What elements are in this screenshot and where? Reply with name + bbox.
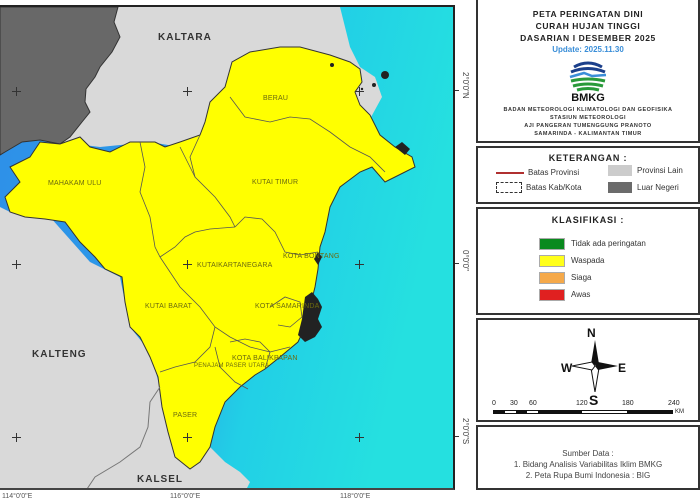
- lat-label-0: 0°0'0": [461, 250, 470, 271]
- label-kaltara: KALTARA: [158, 32, 212, 43]
- graticule-cross: [12, 87, 21, 96]
- lat-tick: [455, 90, 459, 91]
- scale-bar: 0 30 60 120 180 240 KM: [492, 400, 684, 418]
- graticule-cross: [12, 433, 21, 442]
- bmkg-wordmark: BMKG: [571, 92, 605, 104]
- district-boundary-icon: [496, 182, 522, 193]
- class-awas: Awas: [539, 286, 698, 303]
- label-kutai-timur: KUTAI TIMUR: [252, 179, 299, 186]
- compass-star-icon: [572, 340, 618, 392]
- lat-tick: [455, 263, 459, 264]
- map-canvas: [0, 7, 453, 488]
- label-mahakam-ulu: MAHAKAM ULU: [48, 180, 102, 187]
- graticule-cross: [355, 433, 364, 442]
- scale-unit: KM: [675, 409, 684, 415]
- class-waspada: Waspada: [539, 252, 698, 269]
- label-kota-samarinda: KOTA SAMARINDA: [255, 303, 320, 310]
- label-berau: BERAU: [263, 95, 289, 102]
- graticule-cross: [355, 87, 364, 96]
- graticule-cross: [183, 87, 192, 96]
- provinsi-lain-swatch: [608, 165, 632, 176]
- compass-rose: N W E S: [558, 326, 628, 408]
- compass-n-label: N: [587, 326, 596, 340]
- scale-label-0: 0: [492, 400, 496, 407]
- lat-label-2s: 2°0'0"S: [461, 418, 470, 445]
- label-kutaikartanegara: KUTAIKARTANEGARA: [197, 262, 273, 269]
- label-kalsel: KALSEL: [137, 474, 183, 485]
- legend-luar-negeri: Luar Negeri: [608, 182, 679, 193]
- graticule-cross: [355, 260, 364, 269]
- lat-label-2n: 2°0'0"N: [461, 72, 470, 99]
- keterangan-heading: KETERANGAN :: [548, 153, 628, 163]
- swatch-yellow: [539, 254, 565, 267]
- klasifikasi-panel: KLASIFIKASI : Tidak ada peringatan Waspa…: [476, 207, 700, 315]
- lon-label-118e: 118°0'0"E: [340, 493, 371, 500]
- class-siaga: Siaga: [539, 269, 698, 286]
- graticule-cross: [12, 260, 21, 269]
- label-kota-balikpapan: KOTA BALIKPAPAN: [232, 355, 298, 362]
- map-title-line3: DASARIAN I DESEMBER 2025: [520, 33, 656, 43]
- keterangan-panel: KETERANGAN : Batas Provinsi Provinsi Lai…: [476, 146, 700, 204]
- scale-label-30: 30: [510, 400, 518, 407]
- scale-label-60: 60: [529, 400, 537, 407]
- class-tidak-ada-peringatan: Tidak ada peringatan: [539, 235, 698, 252]
- kaltim-area: [4, 46, 416, 470]
- graticule-cross: [183, 260, 192, 269]
- swatch-red: [539, 288, 565, 301]
- luar-negeri-swatch: [608, 182, 632, 193]
- org-name-line1: BADAN METEOROLOGI KLIMATOLOGI DAN GEOFIS…: [503, 107, 673, 113]
- title-panel: PETA PERINGATAN DINI CURAH HUJAN TINGGI …: [476, 0, 700, 143]
- source-panel: Sumber Data : 1. Bidang Analisis Variabi…: [476, 425, 700, 490]
- compass-e-label: E: [618, 361, 627, 375]
- scale-label-240: 240: [668, 400, 680, 407]
- label-kalteng: KALTENG: [32, 349, 87, 360]
- source-line1: 1. Bidang Analisis Variabilitas Iklim BM…: [513, 460, 663, 469]
- org-name-line4: SAMARINDA - KALIMANTAN TIMUR: [534, 131, 642, 137]
- source-line2: 2. Peta Rupa Bumi Indonesia : BIG: [525, 471, 651, 480]
- org-name-line2: STASIUN METEOROLOGI: [549, 115, 626, 121]
- legend-provinsi-lain: Provinsi Lain: [608, 165, 683, 176]
- compass-scale-panel: N W E S 0 30 60 120 180 240 KM: [476, 318, 700, 422]
- scale-label-180: 180: [622, 400, 634, 407]
- label-kota-bontang: KOTA BONTANG: [283, 253, 340, 260]
- label-penajam-paser-utara: PENAJAM PASER UTARA: [194, 363, 270, 369]
- compass-s-label: S: [589, 392, 599, 408]
- klasifikasi-heading: KLASIFIKASI :: [551, 215, 625, 225]
- source-heading: Sumber Data :: [562, 449, 614, 458]
- scale-label-120: 120: [576, 400, 588, 407]
- label-paser: PASER: [173, 412, 198, 419]
- lon-label-116e: 116°0'0"E: [170, 493, 201, 500]
- org-name-line3: AJI PANGERAN TUMENGGUNG PRANOTO: [524, 123, 652, 129]
- update-date: Update: 2025.11.30: [552, 45, 624, 54]
- legend-batas-provinsi: Batas Provinsi: [496, 168, 579, 177]
- label-kutai-barat: KUTAI BARAT: [145, 303, 193, 310]
- legend-batas-kab-kota: Batas Kab/Kota: [496, 182, 582, 193]
- swatch-orange: [539, 271, 565, 284]
- bmkg-logo-icon: [569, 58, 607, 94]
- graticule-cross: [183, 433, 192, 442]
- lon-label-114e: 114°0'0"E: [2, 493, 33, 500]
- swatch-green: [539, 237, 565, 250]
- map-title-line2: CURAH HUJAN TINGGI: [535, 21, 641, 31]
- province-boundary-line-icon: [496, 171, 524, 174]
- luar-negeri-area: [0, 7, 121, 156]
- map-title-line1: PETA PERINGATAN DINI: [532, 9, 644, 19]
- compass-w-label: W: [561, 361, 573, 375]
- map-frame: KALTARA KALTENG KALSEL BERAU MAHAKAM ULU…: [0, 5, 455, 490]
- lat-tick: [455, 436, 459, 437]
